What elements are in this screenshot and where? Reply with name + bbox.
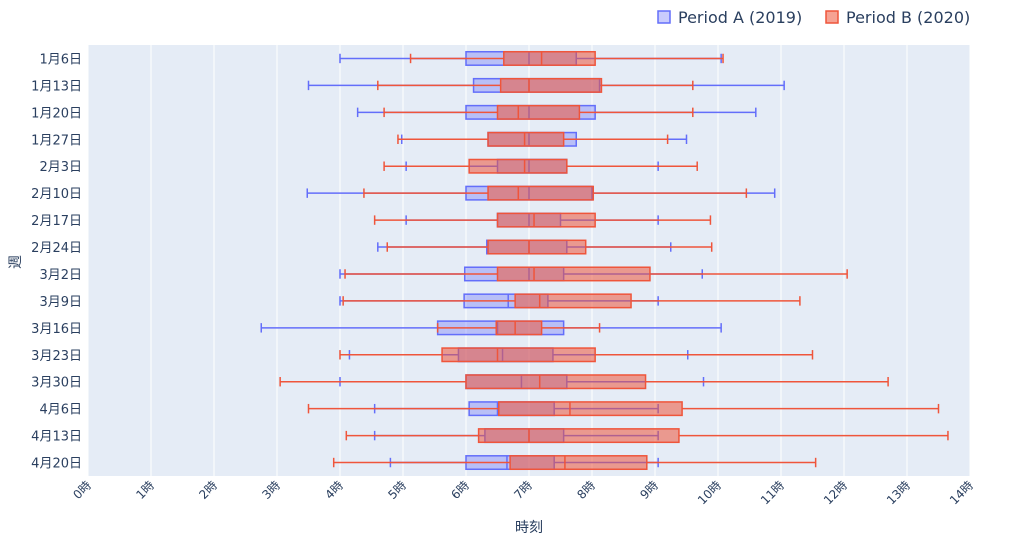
series-b [279,50,949,471]
box-iqr [496,266,651,282]
box-b [383,158,698,174]
legend-item-a[interactable]: Period A (2019) [657,8,802,27]
legend-swatch [825,10,839,24]
x-tick-label: 13時 [884,478,913,507]
box-b [373,212,712,228]
x-tick-label: 11時 [758,478,787,507]
x-tick-label: 7時 [511,478,535,502]
x-tick-label: 4時 [322,478,346,502]
legend-swatch [657,10,671,24]
box-b [307,401,940,417]
y-tick-label: 2月24日 [31,241,82,256]
y-tick-label: 3月23日 [31,349,82,364]
box-b [342,293,801,309]
x-tick-label: 9時 [637,478,661,502]
x-tick-label: 3時 [259,478,283,502]
y-tick-label: 3月16日 [31,322,82,337]
box-b [279,374,889,390]
box-iqr [465,374,647,390]
box-iqr [487,185,595,201]
box-iqr [496,104,581,120]
box-b [409,50,724,66]
box-iqr [495,320,543,336]
box-iqr [487,131,565,147]
y-tick-label: 2月3日 [39,160,82,175]
box-iqr [468,158,568,174]
box-iqr [477,428,680,444]
y-tick-label: 3月2日 [39,268,82,283]
y-tick-label: 1月13日 [31,79,82,94]
box-iqr [441,347,596,363]
y-tick-label: 1月27日 [31,133,82,148]
y-tick-label: 3月9日 [39,295,82,310]
box-iqr [503,50,596,66]
legend-label: Period A (2019) [678,8,802,27]
y-tick-label: 2月17日 [31,214,82,229]
box-b [436,320,601,336]
y-axis-ticks: 1月6日 1月13日 1月20日 1月27日 2月3日 2月10日 2月17日 2月24日 3月… [31,52,82,471]
x-tick-label: 1時 [133,478,157,502]
y-axis-title: 週 [8,255,24,269]
x-tick-label: 6時 [448,478,472,502]
legend[interactable]: Period A (2019) Period B (2020) [657,8,970,27]
box-b [332,455,817,471]
x-tick-label: 10時 [695,478,724,507]
box-b [344,266,848,282]
series-layer [260,50,949,471]
x-tick-label: 8時 [574,478,598,502]
y-tick-label: 4月6日 [39,403,82,418]
box-iqr [487,239,587,255]
box-iqr [498,401,683,417]
box-iqr [499,77,603,93]
x-tick-label: 0時 [70,478,94,502]
x-axis-ticks: 0時 1時 2時 3時 4時 5時 6時 7時 8時 9時 10時 11時 12時 13時 14時 [70,478,976,507]
y-tick-label: 4月20日 [31,457,82,472]
legend-item-b[interactable]: Period B (2020) [825,8,970,27]
legend-label: Period B (2020) [846,8,970,27]
box-b [339,347,814,363]
box-b [377,77,694,93]
x-tick-label: 14時 [947,478,976,507]
box-b [345,428,949,444]
x-tick-label: 12時 [821,478,850,507]
box-b [363,185,748,201]
y-tick-label: 4月13日 [31,430,82,445]
box-b [397,131,669,147]
box-b [386,239,713,255]
x-tick-label: 5時 [385,478,409,502]
x-tick-label: 2時 [196,478,220,502]
y-tick-label: 1月6日 [39,52,82,67]
box-iqr [509,455,648,471]
box-iqr [496,212,596,228]
x-axis-title: 時刻 [515,520,543,536]
box-iqr [514,293,632,309]
y-tick-label: 1月20日 [31,106,82,121]
y-tick-label: 3月30日 [31,376,82,391]
y-tick-label: 2月10日 [31,187,82,202]
box-b [383,104,694,120]
